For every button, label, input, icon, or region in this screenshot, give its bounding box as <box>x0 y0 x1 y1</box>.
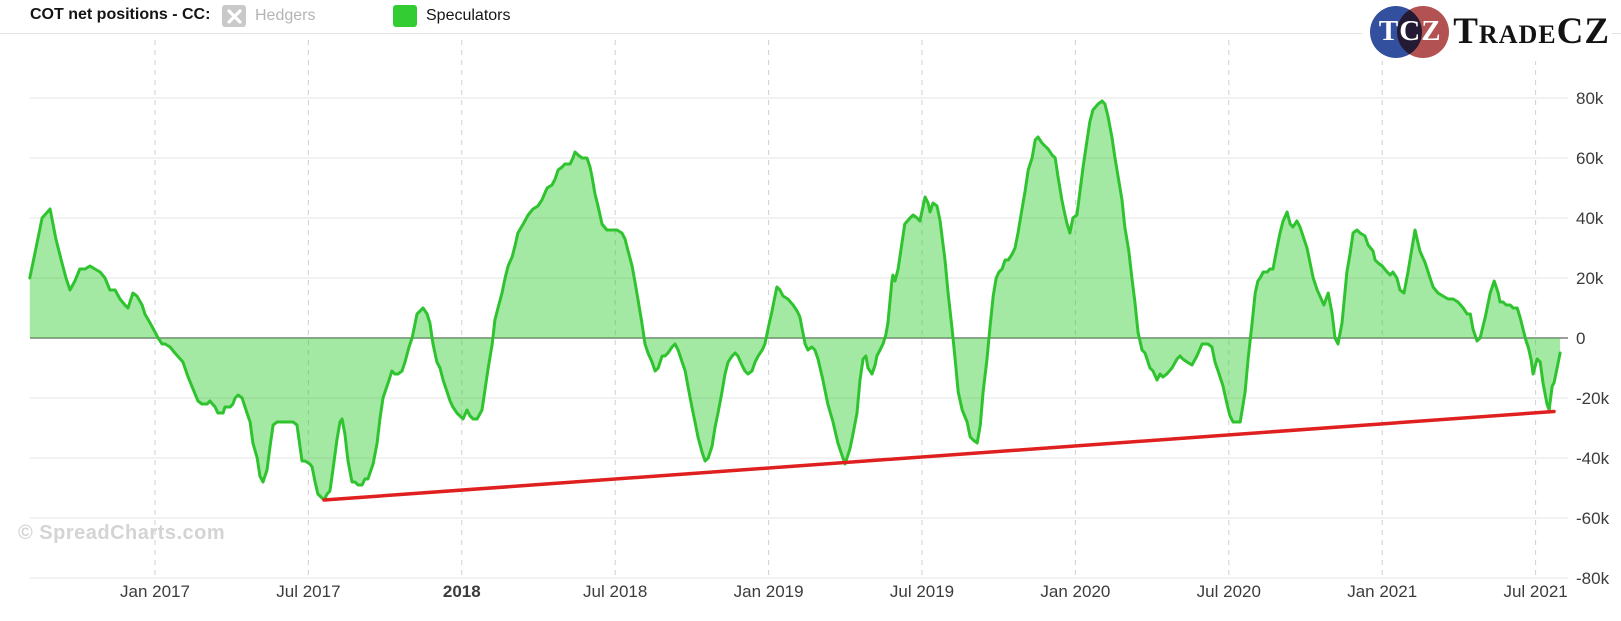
x-axis-label: 2018 <box>443 582 481 601</box>
y-axis-label: 60k <box>1576 149 1604 168</box>
x-axis-label: Jul 2017 <box>276 582 340 601</box>
legend-label-hedgers: Hedgers <box>255 7 316 24</box>
x-icon <box>226 8 242 24</box>
trendline <box>322 409 1556 502</box>
watermark: © SpreadCharts.com <box>18 522 226 544</box>
y-axis-label: 80k <box>1576 89 1604 108</box>
y-axis-label: -80k <box>1576 569 1610 588</box>
x-axis-label: Jul 2020 <box>1197 582 1261 601</box>
hedgers-hidden-swatch-icon <box>222 5 246 27</box>
tcz-logo-icon: TCZ <box>1370 4 1450 59</box>
chart-title: COT net positions - CC: <box>30 6 211 23</box>
x-axis-label: Jul 2019 <box>890 582 954 601</box>
tradecz-logo: TCZ TRADECZ <box>1362 4 1612 61</box>
y-axis-label: 20k <box>1576 269 1604 288</box>
header-divider <box>0 33 1621 34</box>
logo-brand-text: TRADECZ <box>1453 11 1610 52</box>
x-axis-label: Jul 2021 <box>1503 582 1567 601</box>
y-axis-label: -40k <box>1576 449 1610 468</box>
legend-label-speculators: Speculators <box>426 7 511 24</box>
logo-monogram: TCZ <box>1378 15 1442 47</box>
y-axis-label: -60k <box>1576 509 1610 528</box>
x-axis-label: Jan 2017 <box>120 582 190 601</box>
legend-item-hedgers[interactable]: Hedgers <box>222 5 315 27</box>
speculators-line <box>28 99 1562 502</box>
logo-red-circle <box>1397 6 1450 58</box>
y-axis-label: 40k <box>1576 209 1604 228</box>
chart-header: COT net positions - CC: Hedgers Speculat… <box>0 0 1621 33</box>
legend-item-speculators[interactable]: Speculators <box>393 5 511 27</box>
x-axis-label: Jan 2021 <box>1347 582 1417 601</box>
y-axis-label: 0 <box>1576 329 1585 348</box>
y-axis-label: -20k <box>1576 389 1610 408</box>
x-axis-label: Jan 2020 <box>1040 582 1110 601</box>
speculators-swatch-icon <box>393 5 417 27</box>
x-axis-label: Jul 2018 <box>583 582 647 601</box>
x-axis-label: Jan 2019 <box>734 582 804 601</box>
